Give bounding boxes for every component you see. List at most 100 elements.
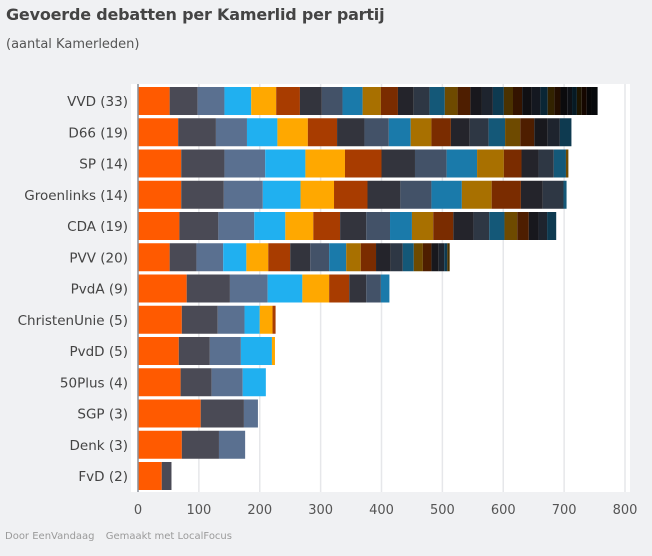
bar-segment xyxy=(138,337,179,365)
category-label: D66 (19) xyxy=(68,125,128,141)
bar-segment xyxy=(444,87,458,115)
bar-segment xyxy=(553,149,566,178)
bar-segment xyxy=(209,337,241,365)
bar-segment xyxy=(246,118,278,147)
bar-segment xyxy=(197,87,225,115)
bar-segment xyxy=(559,118,572,147)
bar-segment xyxy=(366,274,381,303)
bar-segment xyxy=(218,212,255,240)
bar-segment xyxy=(503,87,513,115)
bar-segment xyxy=(251,87,277,115)
bar-segment xyxy=(262,180,301,209)
bar-segment xyxy=(567,87,573,115)
bar-segment xyxy=(169,87,198,115)
bar-segment xyxy=(181,430,219,459)
category-label: ChristenUnie (5) xyxy=(18,313,128,329)
category-label: SP (14) xyxy=(79,157,128,173)
bar-segment xyxy=(581,87,587,115)
x-tick-label: 800 xyxy=(613,503,638,518)
bar-segment xyxy=(268,243,291,272)
category-label: CDA (19) xyxy=(67,219,128,235)
bar-segment xyxy=(538,212,548,240)
bar-segment xyxy=(200,399,244,428)
bar-segment xyxy=(489,212,505,240)
bar-segment xyxy=(491,180,521,209)
bar-segment xyxy=(447,243,450,272)
bar-segment xyxy=(307,118,338,147)
bar-segment xyxy=(531,87,541,115)
bar-segment xyxy=(267,274,303,303)
bar-segment xyxy=(299,87,322,115)
chart-title: Gevoerde debatten per Kamerlid per parti… xyxy=(6,5,385,24)
bar-segment xyxy=(438,243,445,272)
made-with-link[interactable]: Gemaakt met LocalFocus xyxy=(105,531,232,542)
bar-segment xyxy=(381,149,415,178)
bar-segment xyxy=(224,149,266,178)
bar-segment xyxy=(300,180,335,209)
bar-segment xyxy=(538,149,554,178)
bar-segment xyxy=(390,243,403,272)
bar-segment xyxy=(411,212,434,240)
bar-segment xyxy=(265,149,306,178)
x-tick-label: 600 xyxy=(491,503,516,518)
bar-segment xyxy=(272,305,276,334)
bar-segment xyxy=(470,87,482,115)
x-tick-label: 500 xyxy=(430,503,455,518)
bar-segment xyxy=(211,368,243,397)
bar-segment xyxy=(364,118,389,147)
bar-segment xyxy=(591,87,598,115)
bar-segment xyxy=(431,243,439,272)
chart-subtitle: (aantal Kamerleden) xyxy=(6,37,140,52)
bar-segment xyxy=(349,274,367,303)
bar-segment xyxy=(547,212,557,240)
bar-segment xyxy=(444,243,448,272)
bar-segment xyxy=(473,212,490,240)
bar-segment xyxy=(138,118,179,147)
bar-segment xyxy=(181,180,224,209)
bar-segment xyxy=(504,212,518,240)
bar-segment xyxy=(367,180,401,209)
bar-segment xyxy=(503,149,522,178)
bar-segment xyxy=(329,274,350,303)
x-tick-label: 700 xyxy=(552,503,577,518)
bar-segment xyxy=(313,212,341,240)
x-tick-label: 200 xyxy=(247,503,272,518)
bar-segment xyxy=(242,368,266,397)
x-tick-label: 300 xyxy=(308,503,333,518)
bar-segment xyxy=(554,87,561,115)
bar-segment xyxy=(138,399,201,428)
bar-segment xyxy=(217,305,245,334)
bar-segment xyxy=(488,118,506,147)
bar-segment xyxy=(402,243,414,272)
x-tick-label: 400 xyxy=(369,503,394,518)
category-label: FvD (2) xyxy=(78,469,128,485)
bar-segment xyxy=(413,87,430,115)
bar-segment xyxy=(138,243,170,272)
bar-segment xyxy=(215,118,247,147)
bar-segment xyxy=(138,212,180,240)
bar-segment xyxy=(362,87,381,115)
bar-segment xyxy=(477,149,504,178)
bar-segment xyxy=(366,212,391,240)
bar-segment xyxy=(254,212,286,240)
bar-segment xyxy=(138,305,182,334)
bar-segment xyxy=(186,274,230,303)
bar-segment xyxy=(246,243,269,272)
bar-segment xyxy=(521,149,539,178)
category-label: PvdA (9) xyxy=(71,282,128,298)
bar-segment xyxy=(285,212,314,240)
bar-segment xyxy=(522,87,532,115)
bar-segment xyxy=(453,212,474,240)
bar-segment xyxy=(229,274,268,303)
bar-segment xyxy=(547,118,560,147)
bar-segment xyxy=(218,430,246,459)
bar-segment xyxy=(181,149,225,178)
bar-segment xyxy=(380,87,398,115)
bar-segment xyxy=(400,180,432,209)
x-tick-label: 100 xyxy=(186,503,211,518)
category-label: PVV (20) xyxy=(69,250,128,266)
bar-segment xyxy=(547,87,555,115)
bar-segment xyxy=(360,243,377,272)
bar-segment xyxy=(329,243,347,272)
